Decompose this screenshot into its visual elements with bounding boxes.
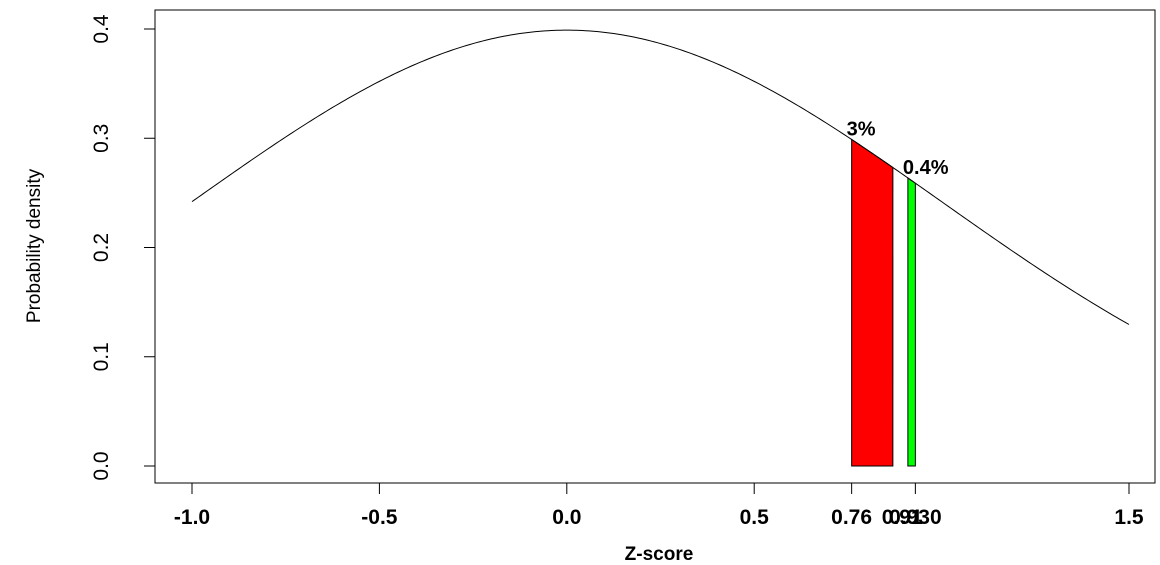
y-tick-label: 0.3 <box>90 124 113 153</box>
x-tick-label: 0.5 <box>740 506 770 529</box>
x-tick-label: 1.5 <box>1114 506 1144 529</box>
y-tick-label: 0.4 <box>90 14 113 44</box>
x-tick-label: 0.76 <box>831 506 872 529</box>
y-tick-label: 0.2 <box>90 233 113 262</box>
y-axis-label: Probability density <box>24 168 45 323</box>
x-tick-label: -1.0 <box>174 506 210 529</box>
x-tick-label: 0.930 <box>889 506 942 529</box>
shaded-region-2 <box>907 176 916 467</box>
x-tick-label: 0.0 <box>552 506 581 529</box>
x-tick-label: 0.91 <box>882 506 923 529</box>
y-tick-label: 0.0 <box>90 451 113 480</box>
x-tick-label: -0.5 <box>361 506 398 529</box>
x-axis-label: Z-score <box>625 544 694 565</box>
region-label-1: 3% <box>847 119 876 141</box>
shaded-region-1 <box>851 138 894 467</box>
density-curve <box>191 29 1130 325</box>
y-tick-label: 0.1 <box>90 342 113 371</box>
region-label-2: 0.4% <box>903 157 949 179</box>
